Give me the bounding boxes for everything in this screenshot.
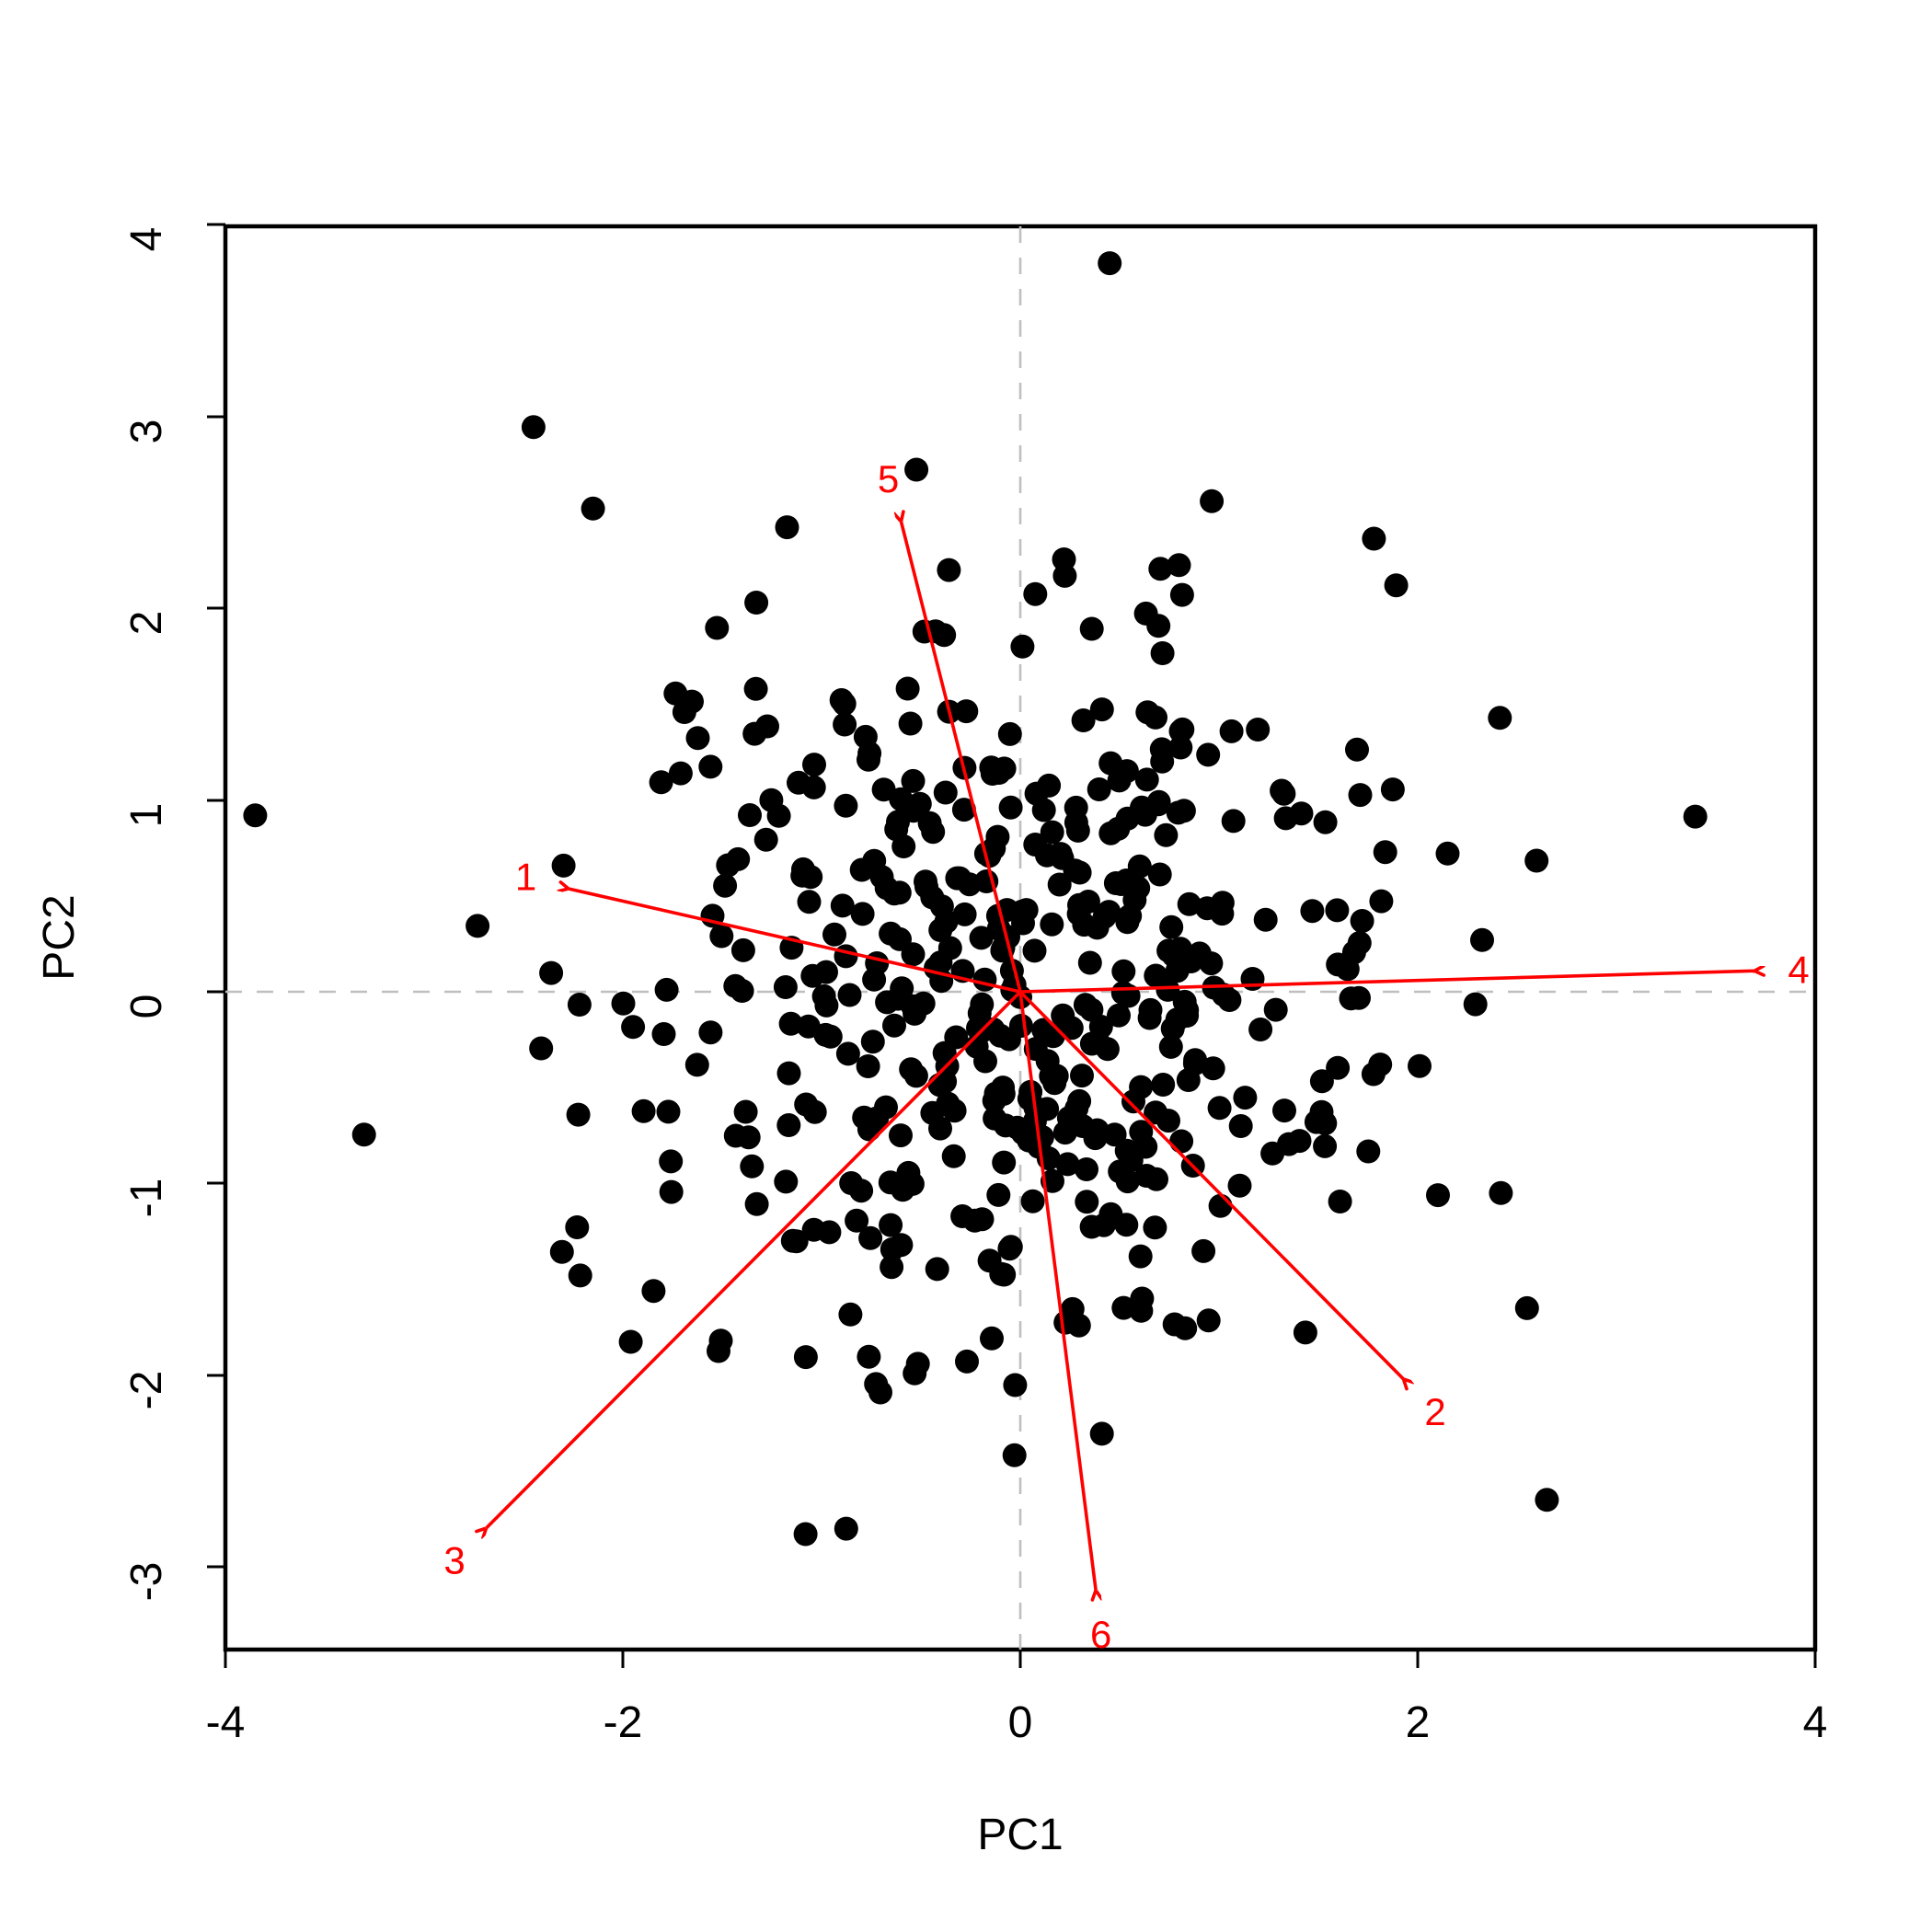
svg-text:5: 5: [878, 457, 899, 500]
svg-text:PC2: PC2: [35, 894, 84, 980]
svg-text:1: 1: [122, 803, 171, 828]
svg-text:3: 3: [443, 1538, 465, 1581]
svg-text:0: 0: [122, 995, 171, 1019]
svg-text:3: 3: [122, 420, 171, 444]
svg-text:-4: -4: [206, 1698, 246, 1747]
svg-text:-2: -2: [122, 1371, 171, 1410]
svg-text:6: 6: [1090, 1613, 1111, 1656]
svg-text:2: 2: [1424, 1390, 1445, 1433]
svg-text:4: 4: [1788, 949, 1809, 992]
svg-text:4: 4: [122, 227, 171, 252]
svg-text:-3: -3: [122, 1562, 171, 1602]
svg-text:4: 4: [1803, 1698, 1828, 1747]
svg-text:-1: -1: [122, 1179, 171, 1218]
svg-text:0: 0: [1008, 1698, 1033, 1747]
svg-text:PC1: PC1: [977, 1811, 1063, 1859]
svg-text:2: 2: [122, 611, 171, 636]
svg-text:-2: -2: [604, 1698, 643, 1747]
svg-text:2: 2: [1406, 1698, 1431, 1747]
svg-text:1: 1: [515, 856, 536, 899]
